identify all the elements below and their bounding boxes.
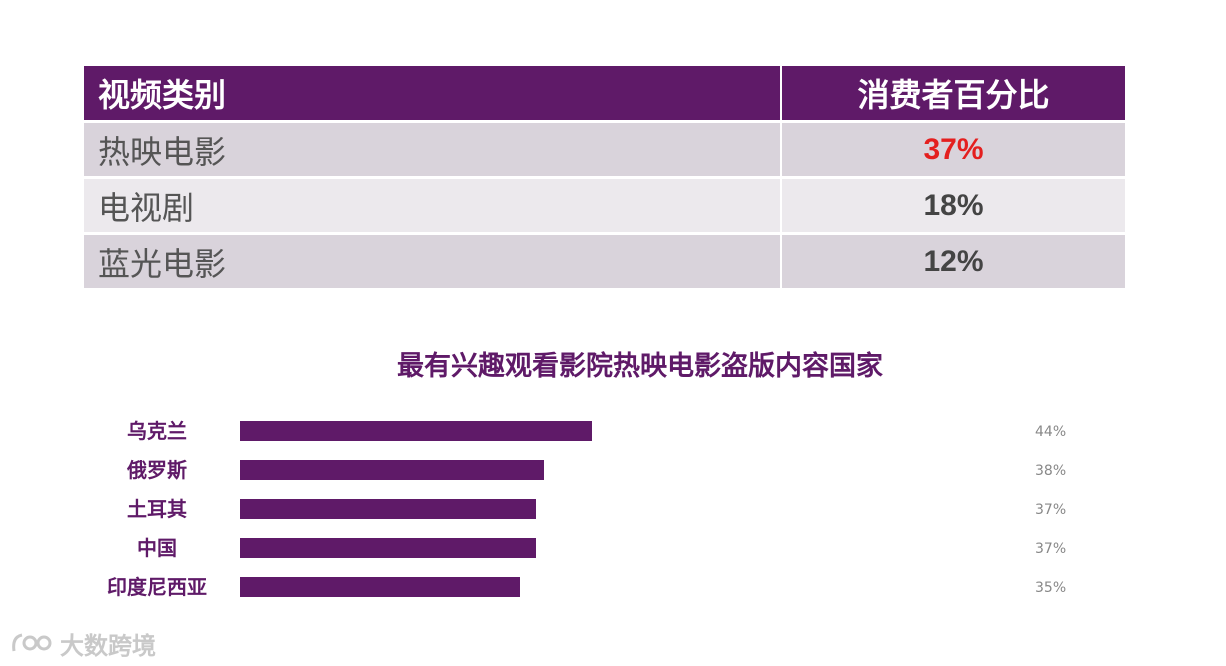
category-label: 俄罗斯	[126, 458, 187, 482]
category-label: 中国	[137, 536, 177, 560]
header-category: 视频类别	[84, 66, 780, 120]
table-row: 蓝光电影 12%	[84, 232, 1125, 288]
watermark-text: 大数跨境	[60, 632, 156, 660]
row-percent: 12%	[923, 244, 984, 278]
bar	[240, 538, 536, 558]
row-percent: 18%	[923, 188, 984, 222]
row-category: 热映电影	[84, 123, 780, 176]
bar	[240, 499, 536, 519]
bar	[240, 421, 592, 441]
row-category: 蓝光电影	[84, 235, 780, 288]
value-label: 35%	[1035, 580, 1066, 596]
category-label: 印度尼西亚	[107, 575, 207, 599]
value-label: 37%	[1035, 541, 1066, 557]
bar-chart: 乌克兰 44% 俄罗斯 38% 土耳其 37% 中国 37% 印度尼西亚 35%	[107, 419, 1066, 599]
consumer-table: 视频类别 消费者百分比 热映电影 37% 电视剧 18% 蓝光电影 12%	[84, 66, 1125, 288]
bar	[240, 577, 520, 597]
value-label: 37%	[1035, 502, 1066, 518]
chart-title: 最有兴趣观看影院热映电影盗版内容国家	[397, 351, 883, 382]
category-label: 土耳其	[127, 497, 187, 521]
table-row: 电视剧 18%	[84, 176, 1125, 232]
row-category: 电视剧	[84, 179, 780, 232]
bar	[240, 460, 544, 480]
table-header-row: 视频类别 消费者百分比	[84, 66, 1125, 120]
logo-icon	[12, 633, 52, 651]
table-row: 热映电影 37%	[84, 120, 1125, 176]
header-percent: 消费者百分比	[780, 66, 1125, 120]
category-label: 乌克兰	[127, 419, 187, 443]
value-label: 44%	[1035, 424, 1066, 440]
value-label: 38%	[1035, 463, 1066, 479]
row-percent: 37%	[923, 132, 984, 166]
watermark: 大数跨境	[10, 626, 156, 661]
